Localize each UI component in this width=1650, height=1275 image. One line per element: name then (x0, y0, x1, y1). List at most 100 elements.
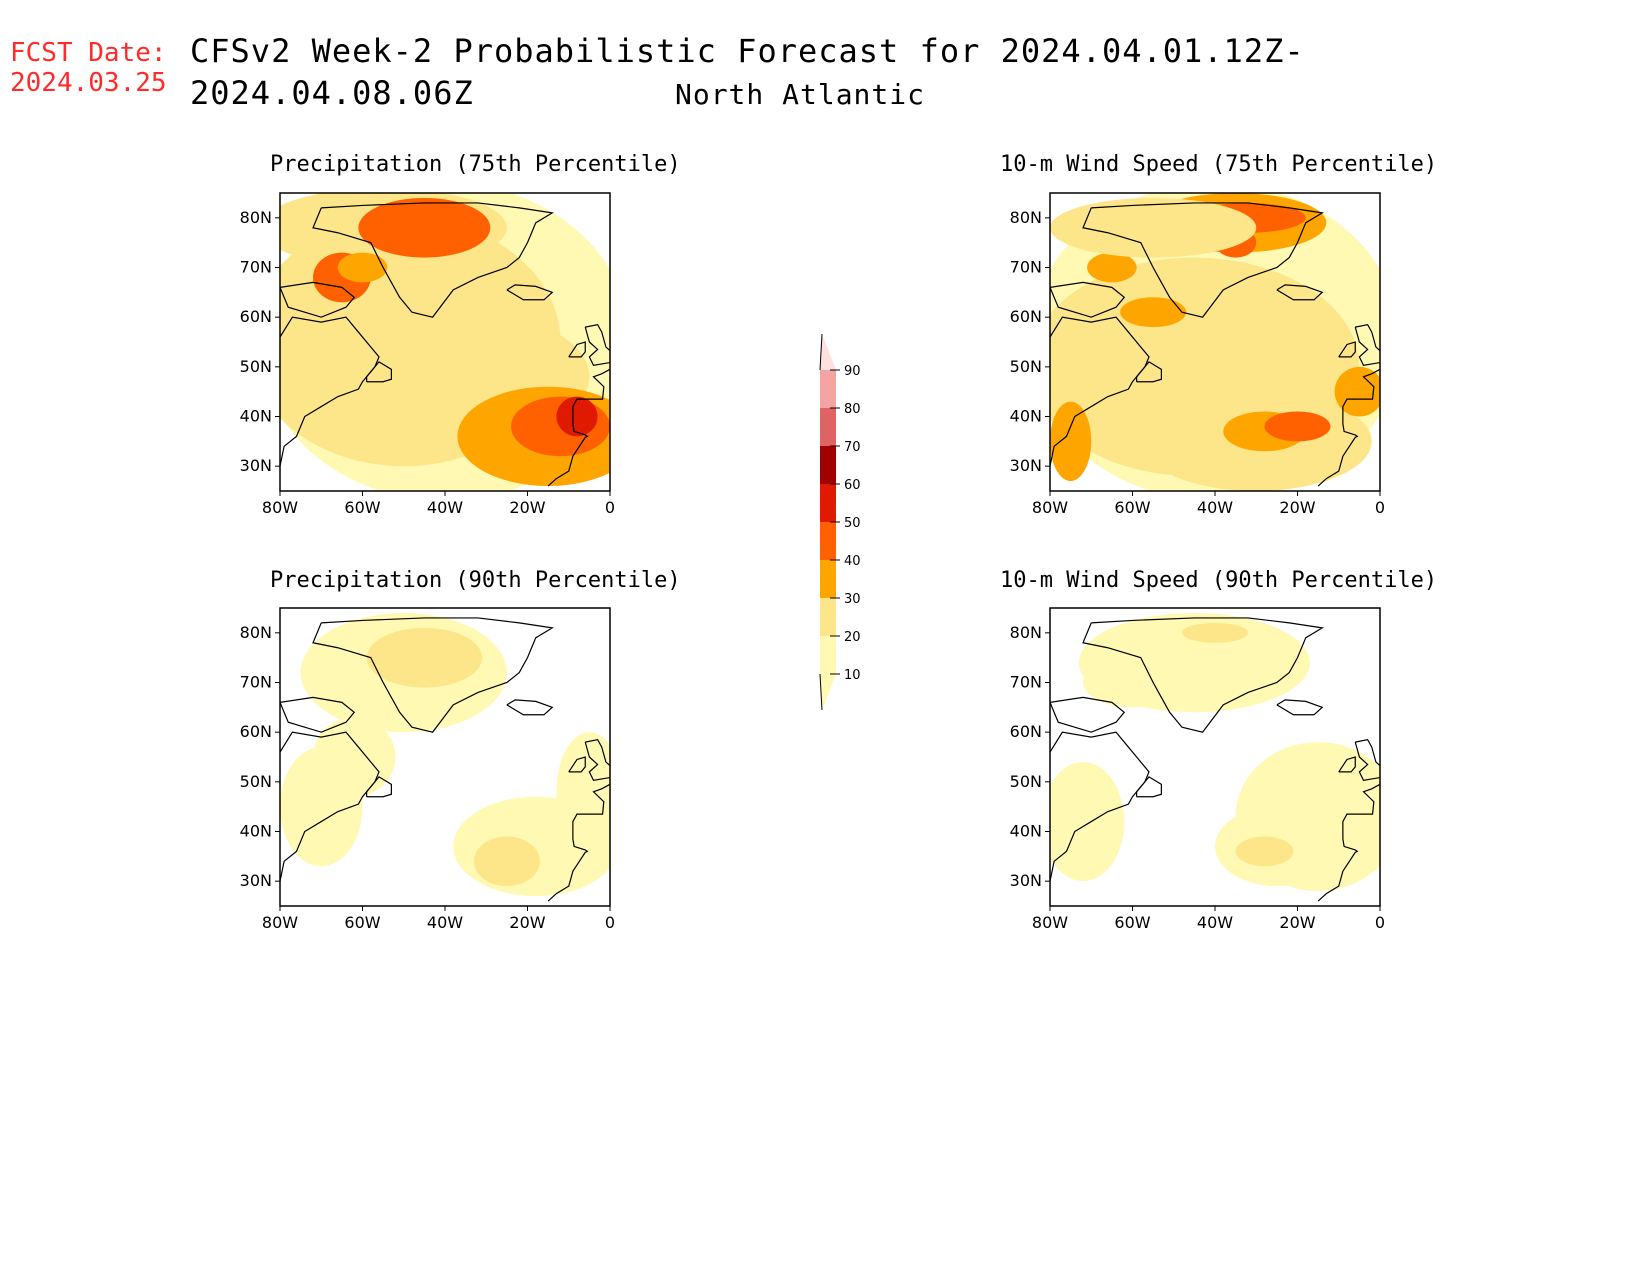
lat-label: 80N (240, 623, 272, 642)
probability-area (473, 836, 540, 887)
coastline (584, 323, 610, 367)
probability-area (337, 252, 388, 283)
lat-label: 50N (1010, 357, 1042, 376)
lon-label: 0 (605, 498, 615, 517)
coastline (1338, 756, 1356, 773)
colorbar-swatch (820, 598, 836, 636)
colorbar-label: 50 (844, 516, 861, 531)
colorbar-label: 60 (844, 478, 861, 493)
lon-label: 60W (1114, 913, 1150, 932)
coastline (1050, 696, 1126, 733)
coastline (1050, 281, 1126, 318)
lat-label: 40N (1010, 407, 1042, 426)
lon-label: 20W (1279, 913, 1315, 932)
lat-label: 80N (1010, 623, 1042, 642)
map-wind-75: 80N 70N 60N 50N 40N 30N 80W 60W 40W 20W 0 (1010, 192, 1385, 517)
colorbar-label: 70 (844, 440, 861, 455)
coastline (506, 284, 554, 301)
panel-title-wind-90: 10-m Wind Speed (90th Percentile) (1000, 568, 1438, 593)
coastline (312, 202, 554, 318)
lon-label: 60W (1114, 498, 1150, 517)
probability-area (1182, 622, 1248, 643)
lat-label: 30N (1010, 456, 1042, 475)
colorbar-label: 90 (844, 364, 861, 379)
colorbar-swatch (820, 370, 836, 408)
region-subtitle: North Atlantic (674, 78, 925, 111)
lat-label: 40N (240, 407, 272, 426)
map-field (1050, 608, 1380, 906)
coastline (1082, 202, 1324, 318)
lat-label: 60N (240, 307, 272, 326)
lon-label: 40W (427, 913, 463, 932)
map-wind-90: 80N 70N 60N 50N 40N 30N 80W 60W 40W 20W 0 (1010, 607, 1385, 932)
lon-label: 40W (427, 498, 463, 517)
coastline (584, 738, 610, 782)
lat-label: 30N (240, 456, 272, 475)
coastline (280, 281, 356, 318)
lat-label: 50N (240, 357, 272, 376)
lon-label: 20W (1279, 498, 1315, 517)
coastline (1276, 284, 1324, 301)
probability-area (1235, 836, 1294, 867)
coastline (547, 783, 610, 902)
map-field (280, 608, 610, 906)
colorbar-swatch (820, 446, 836, 484)
coastline (366, 776, 392, 798)
coastline (1082, 617, 1324, 733)
colorbar-swatch (820, 522, 836, 560)
lat-label: 40N (1010, 822, 1042, 841)
probability-area (556, 396, 598, 437)
lat-label: 70N (1010, 258, 1042, 277)
probability-area (341, 342, 466, 442)
lat-label: 70N (240, 258, 272, 277)
colorbar-label: 20 (844, 630, 861, 645)
panel-title-precip-75: Precipitation (75th Percentile) (270, 152, 681, 177)
map-field (1050, 193, 1380, 491)
page-title: CFSv2 Week-2 Probabilistic Forecast for … (190, 32, 1305, 112)
colorbar-label: 80 (844, 402, 861, 417)
lon-label: 40W (1197, 498, 1233, 517)
colorbar: 10 20 30 40 50 60 70 80 90 (819, 333, 861, 711)
coastline (568, 341, 586, 358)
lat-label: 50N (240, 772, 272, 791)
map-field (280, 193, 610, 491)
coastline (1354, 323, 1380, 367)
probability-area (1050, 401, 1092, 482)
forecast-date-label: FCST Date: (10, 38, 167, 68)
probability-area (1050, 197, 1257, 258)
coastline (280, 696, 356, 733)
probability-area (1334, 366, 1380, 417)
coastline (547, 368, 610, 487)
probability-area (1120, 297, 1187, 328)
lat-label: 50N (1010, 772, 1042, 791)
forecast-date-value: 2024.03.25 (10, 68, 167, 98)
coastline (1317, 368, 1380, 487)
lat-label: 60N (1010, 722, 1042, 741)
panel-title-precip-90: Precipitation (90th Percentile) (270, 568, 681, 593)
lat-label: 60N (240, 722, 272, 741)
colorbar-label: 40 (844, 554, 861, 569)
colorbar-swatch (820, 560, 836, 598)
colorbar-swatch (820, 484, 836, 522)
coastline (312, 617, 554, 733)
coastline (366, 361, 392, 383)
coastline (1338, 341, 1356, 358)
colorbar-label: 30 (844, 592, 861, 607)
probability-area (1083, 657, 1182, 708)
lat-label: 30N (240, 871, 272, 890)
probability-area (358, 197, 491, 258)
colorbar-swatch (820, 408, 836, 446)
lon-label: 0 (1375, 913, 1385, 932)
lat-label: 70N (1010, 673, 1042, 692)
probability-area (1050, 761, 1125, 882)
colorbar-swatch (820, 636, 836, 674)
coastline (1136, 361, 1162, 383)
coastline (1136, 776, 1162, 798)
lon-label: 80W (262, 913, 298, 932)
lon-label: 0 (605, 913, 615, 932)
probability-area (1264, 411, 1331, 442)
map-precip-90: 80N 70N 60N 50N 40N 30N 80W 60W 40W 20W 0 (240, 607, 615, 932)
lat-label: 40N (240, 822, 272, 841)
lon-label: 80W (1032, 498, 1068, 517)
coastline (506, 699, 554, 716)
